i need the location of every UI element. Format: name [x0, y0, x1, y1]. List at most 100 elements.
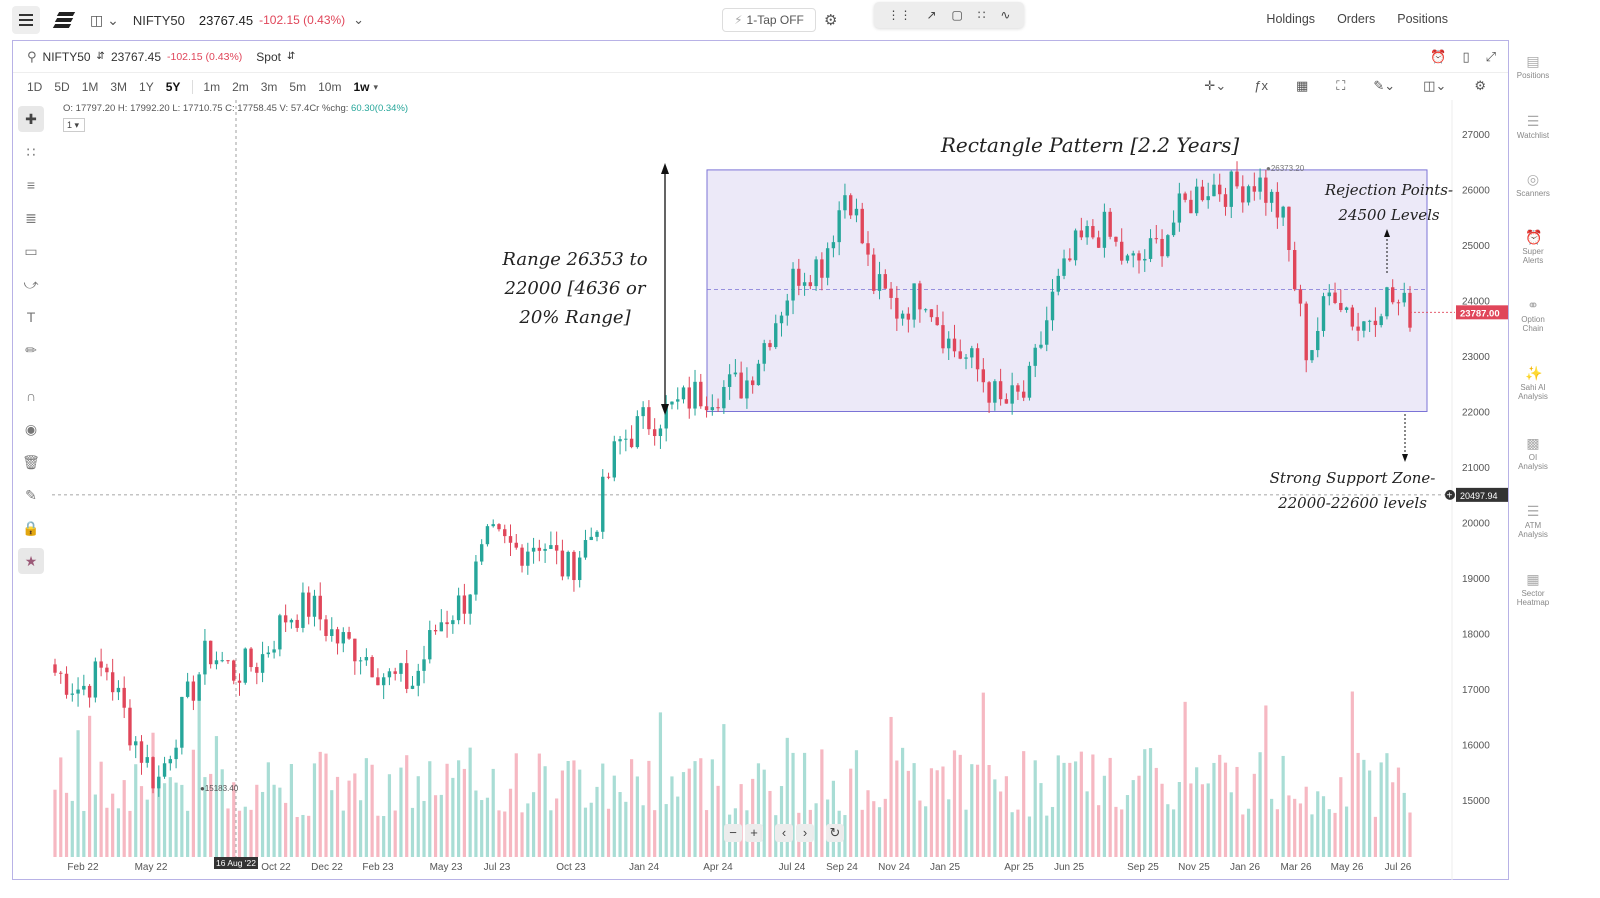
- volume-bar: [849, 768, 853, 857]
- candle-body: [762, 343, 766, 364]
- bookmark-icon[interactable]: ▯: [1462, 49, 1470, 64]
- spot-sort-icon[interactable]: ⇵: [286, 51, 296, 62]
- volume-bar: [520, 812, 524, 857]
- volume-bar: [1004, 776, 1008, 857]
- reset-chart-button[interactable]: ↻: [826, 824, 844, 842]
- layer-selector[interactable]: 1 ▾: [63, 118, 85, 132]
- symbol-dropdown-icon[interactable]: ⌄: [353, 12, 365, 27]
- sidebar-item-sector-heatmap[interactable]: ▦ Sector Heatmap: [1516, 571, 1550, 607]
- nav-positions[interactable]: Positions: [1397, 12, 1448, 26]
- chart-symbol[interactable]: NIFTY50: [42, 49, 91, 64]
- volume-bar: [1229, 792, 1233, 857]
- tf-1y[interactable]: 1Y: [139, 80, 154, 94]
- candle-body: [583, 540, 588, 558]
- rectangle-tool-icon[interactable]: ▢: [951, 8, 963, 22]
- fib-tool-icon[interactable]: ≡: [26, 177, 36, 193]
- trendline-tool-icon[interactable]: ↗: [926, 8, 937, 22]
- path-tool-icon[interactable]: ∿: [1000, 8, 1011, 22]
- volume-bar: [658, 712, 663, 857]
- sidebar-item-super-alerts[interactable]: ⏰ Super Alerts: [1522, 229, 1544, 265]
- tf-5y[interactable]: 5Y: [165, 80, 181, 94]
- expand-icon[interactable]: ⤢: [1485, 49, 1496, 64]
- ruler-icon[interactable]: ✏: [25, 341, 37, 358]
- trash-icon[interactable]: 🗑: [22, 453, 40, 470]
- interval-10m[interactable]: 10m: [318, 80, 342, 94]
- volume-bar: [370, 764, 374, 857]
- magnet-icon[interactable]: ∩: [25, 388, 37, 404]
- sort-icon[interactable]: ⇵: [96, 51, 105, 62]
- volume-bar: [1241, 814, 1245, 857]
- interval-1m[interactable]: 1m: [203, 80, 221, 94]
- candle-body: [289, 619, 294, 623]
- tf-3m[interactable]: 3M: [110, 80, 128, 94]
- volume-bar: [970, 764, 974, 857]
- candle-body: [439, 622, 444, 632]
- top-symbol[interactable]: NIFTY50: [132, 12, 185, 28]
- crosshair-mode-icon[interactable]: ✛⌄: [1204, 78, 1227, 93]
- candle-body: [249, 648, 253, 668]
- settings-gear-icon[interactable]: ⚙: [824, 12, 838, 29]
- volume-bar: [1050, 806, 1055, 857]
- scroll-right-button[interactable]: ›: [796, 824, 814, 842]
- candle-body: [214, 660, 219, 665]
- tf-5d[interactable]: 5D: [54, 80, 70, 94]
- zoom-in-button[interactable]: +: [745, 824, 763, 842]
- nav-holdings[interactable]: Holdings: [1266, 12, 1316, 26]
- volume-bar: [1010, 812, 1014, 857]
- crosshair-icon[interactable]: ✚: [18, 106, 44, 132]
- templates-icon[interactable]: ▦: [1295, 78, 1309, 93]
- zoom-out-button[interactable]: −: [724, 824, 742, 842]
- interval-2m[interactable]: 2m: [232, 80, 249, 94]
- chart-settings-icon[interactable]: ⚙: [1474, 78, 1486, 93]
- indicators-icon[interactable]: ƒx: [1254, 78, 1268, 93]
- rejection-arrow-head: [1384, 229, 1390, 237]
- sidebar-item-watchlist[interactable]: ☰ Watchlist: [1516, 113, 1550, 140]
- last-price-label: 23787.00: [1460, 308, 1500, 319]
- chart-type-icon[interactable]: ◫⌄: [1423, 78, 1447, 93]
- tf-1d[interactable]: 1D: [27, 80, 43, 94]
- pattern-tool-icon[interactable]: ⤻: [23, 275, 39, 292]
- sidebar-item-sahi-ai[interactable]: ✨ Sahi AI Analysis: [1518, 365, 1548, 401]
- menu-icon[interactable]: [12, 6, 40, 34]
- sidebar-item-atm-analysis[interactable]: ☰ ATM Analysis: [1518, 503, 1548, 539]
- channel-tool-icon[interactable]: ≣: [25, 209, 37, 226]
- pattern-tool-icon[interactable]: ∷: [977, 8, 986, 22]
- sidebar-item-oi-analysis[interactable]: ▩ OI Analysis: [1518, 435, 1548, 471]
- sidebar-item-scanners[interactable]: ◎ Scanners: [1516, 171, 1550, 198]
- candle-body: [82, 685, 86, 690]
- scroll-left-button[interactable]: ‹: [775, 824, 793, 842]
- chart-symbol-row: ⚲ NIFTY50 ⇵ 23767.45 -102.15 (0.43%) Spo…: [13, 41, 1508, 73]
- interval-3m[interactable]: 3m: [260, 80, 278, 94]
- text-tool-icon[interactable]: T: [26, 309, 36, 325]
- candle-body: [785, 300, 789, 316]
- x-tick-label: May 22: [135, 862, 168, 873]
- volume-bar: [272, 784, 276, 857]
- shape-tool-icon[interactable]: ▭: [24, 242, 38, 259]
- tf-1m[interactable]: 1M: [81, 80, 99, 94]
- sidebar-item-option-chain[interactable]: ⚭ Option Chain: [1521, 297, 1545, 333]
- fullscreen-icon[interactable]: ⛶: [1336, 78, 1346, 93]
- favorite-star-icon[interactable]: ★: [18, 548, 44, 574]
- spot-selector[interactable]: Spot: [256, 49, 281, 64]
- layout-icon[interactable]: ◫ ⌄: [90, 11, 119, 28]
- dots-tool-icon[interactable]: ∷: [26, 143, 36, 160]
- nav-orders[interactable]: Orders: [1337, 12, 1376, 26]
- candle-body: [843, 195, 847, 211]
- volume-bar: [1246, 808, 1251, 857]
- eye-icon[interactable]: ◉: [24, 420, 38, 437]
- interval-1w[interactable]: 1w: [353, 80, 370, 94]
- volume-bar: [289, 764, 294, 857]
- interval-dropdown-icon[interactable]: ▾: [373, 81, 378, 92]
- drawings-icon[interactable]: ✎⌄: [1373, 78, 1396, 93]
- lock-icon[interactable]: 🔒: [22, 519, 40, 536]
- candle-body: [1218, 184, 1222, 195]
- one-tap-toggle[interactable]: ⚡ 1-Tap OFF: [722, 8, 816, 32]
- alarm-icon[interactable]: ⏰: [1430, 49, 1447, 64]
- sidebar-item-positions[interactable]: ▤ Positions: [1516, 53, 1550, 80]
- drag-handle-icon[interactable]: ⋮⋮: [887, 8, 912, 22]
- candle-body: [1068, 258, 1072, 261]
- pencil-icon[interactable]: ✎: [25, 486, 37, 503]
- interval-5m[interactable]: 5m: [289, 80, 307, 94]
- search-icon[interactable]: ⚲: [27, 48, 37, 64]
